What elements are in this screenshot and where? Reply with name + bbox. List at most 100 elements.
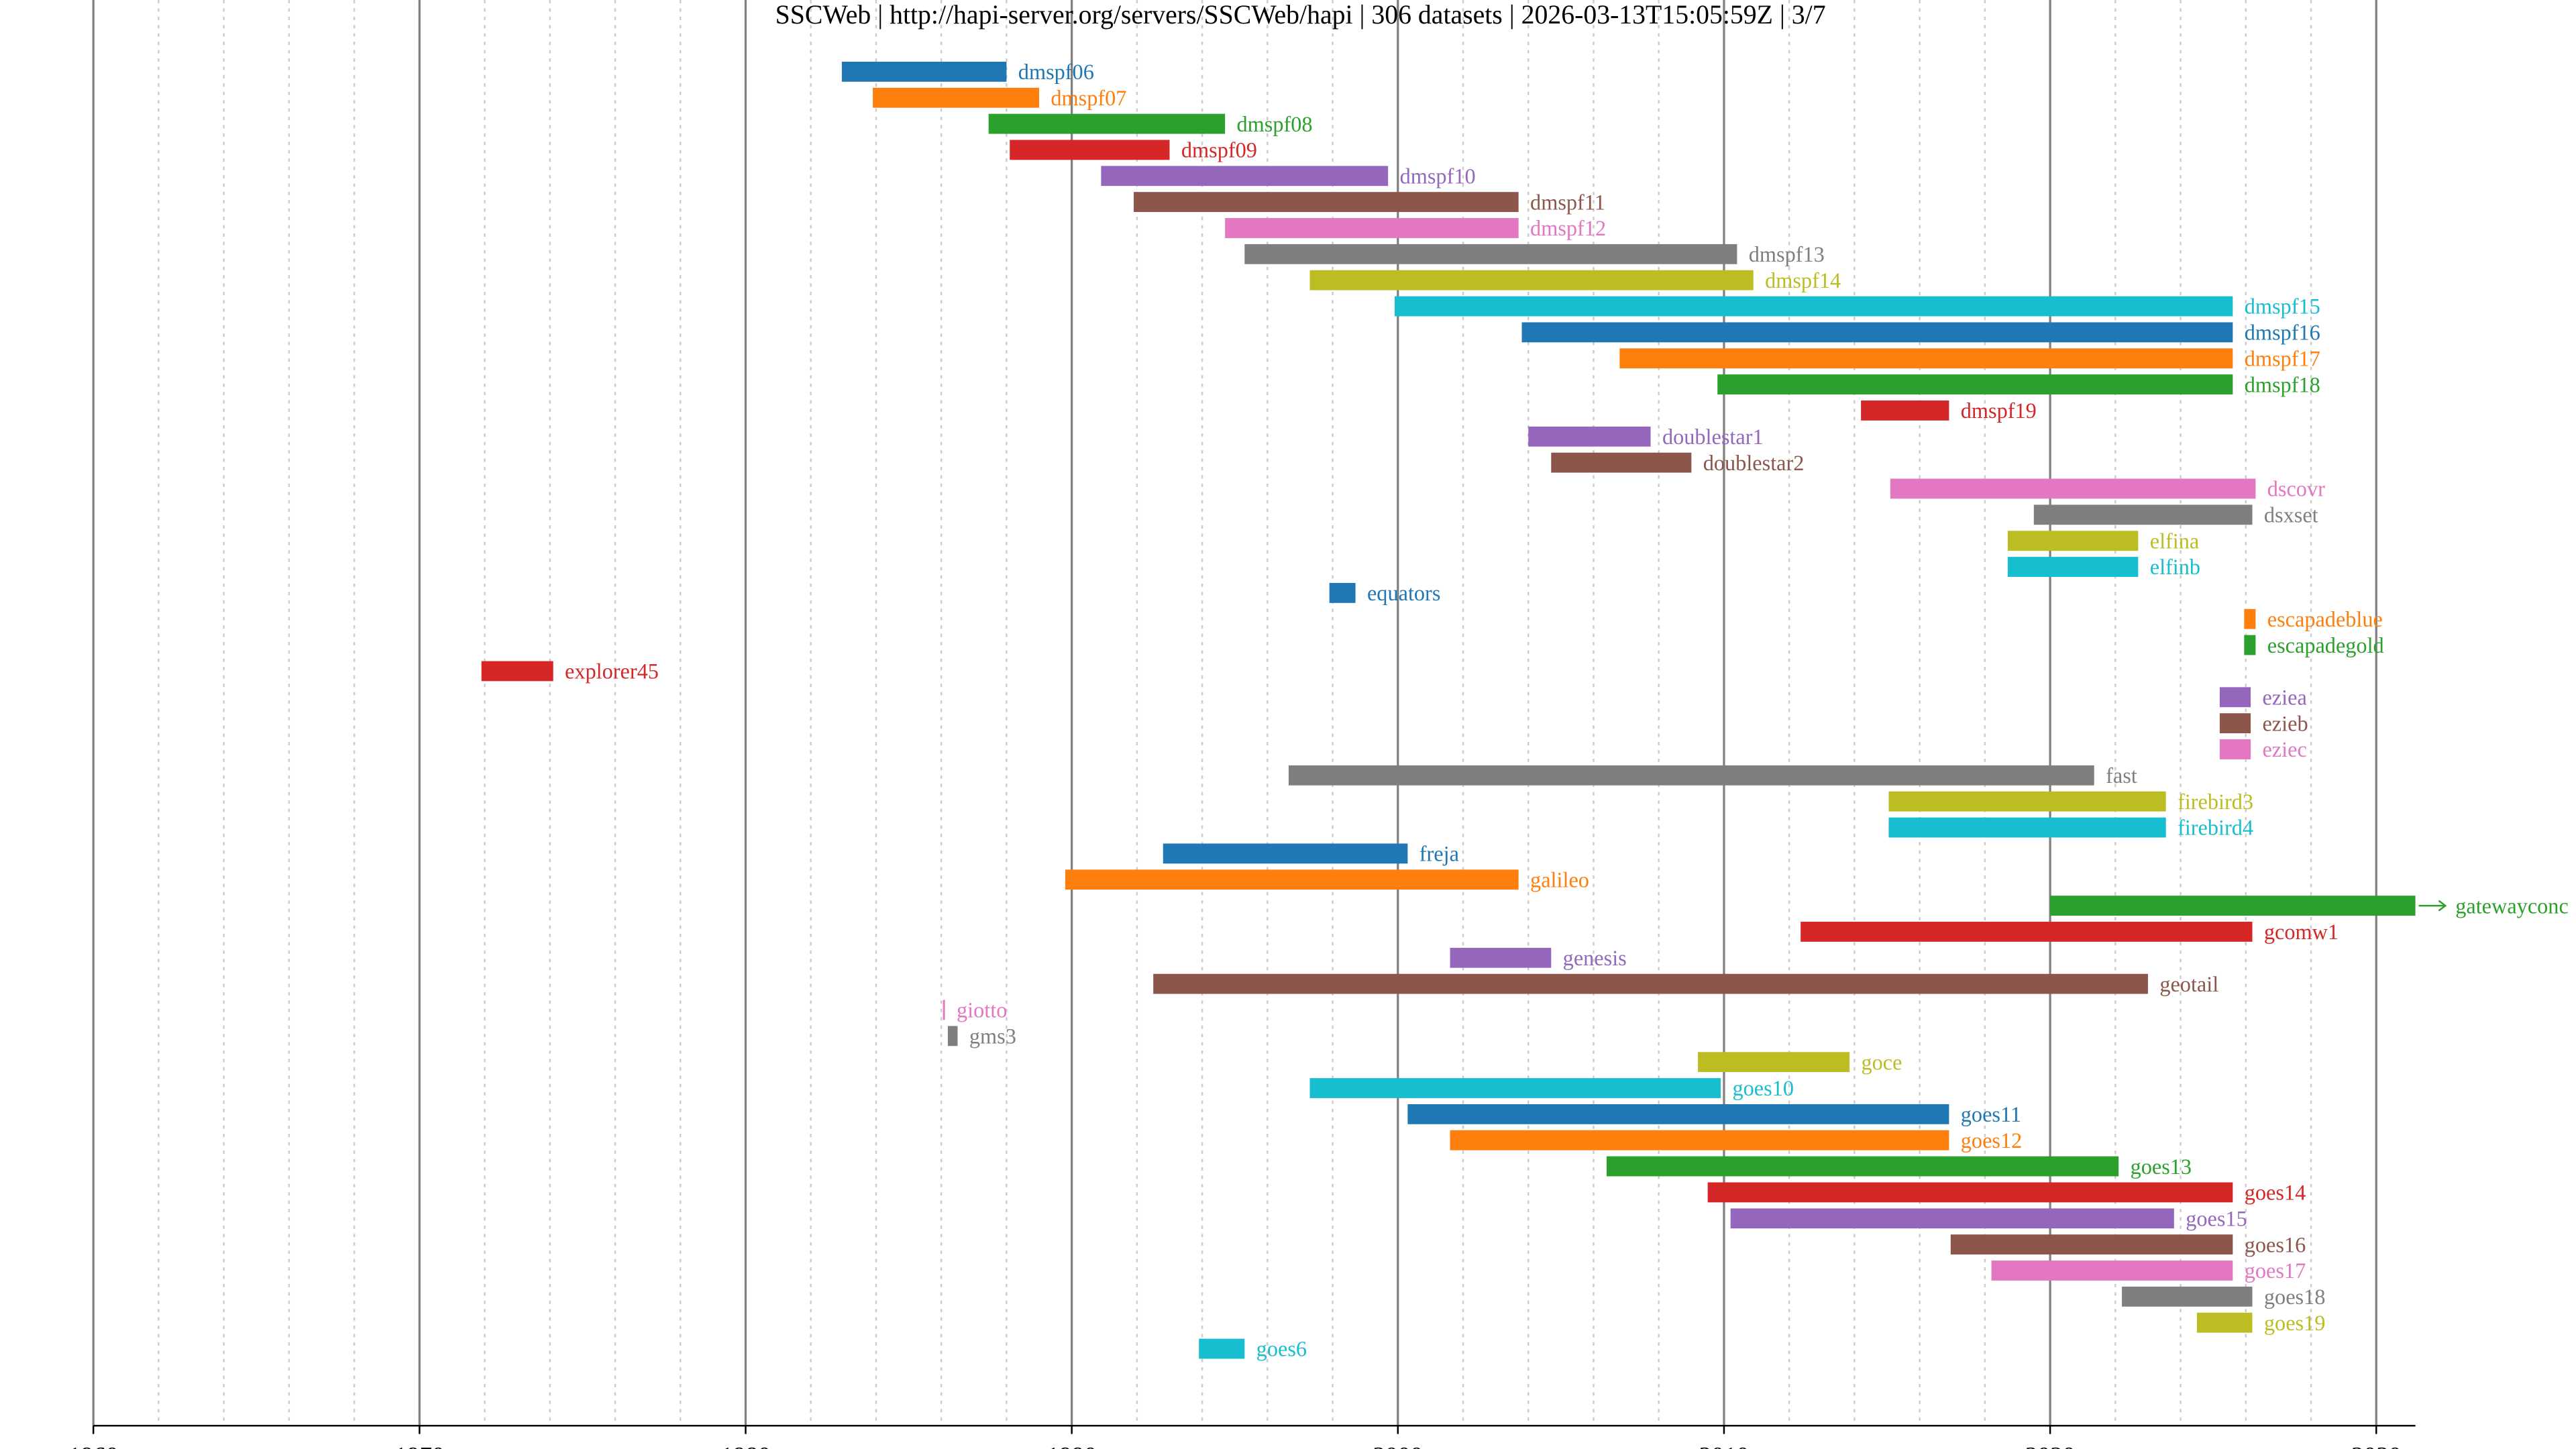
bar-dmspf16	[1521, 322, 2233, 343]
bar-fast	[1288, 765, 2094, 786]
bar-dmspf07	[873, 87, 1040, 108]
bar-label: freja	[1419, 842, 1459, 866]
bar-label: dmspf16	[2245, 321, 2320, 345]
bar-label: goes13	[2131, 1155, 2192, 1179]
bar-dmspf18	[1717, 374, 2233, 394]
bar-goes12	[1450, 1130, 1949, 1150]
x-tick-label: 2030	[2351, 1442, 2402, 1449]
bar-label: genesis	[1563, 946, 1627, 970]
bar-escapadeblue	[2244, 608, 2256, 629]
bar-dmspf08	[988, 113, 1226, 134]
bar-label: equators	[1367, 581, 1440, 605]
bar-dmspf14	[1309, 270, 1754, 290]
bar-gms3	[947, 1026, 958, 1046]
bar-goes13	[1606, 1156, 2119, 1177]
bar-geotail	[1153, 973, 2148, 994]
bar-goes14	[1707, 1182, 2233, 1203]
bar-dsxset	[2033, 504, 2253, 525]
bar-genesis	[1450, 947, 1552, 968]
bar-label: explorer45	[565, 659, 659, 684]
bar-dmspf10	[1101, 166, 1389, 186]
bar-label: goes11	[1961, 1102, 2021, 1126]
bar-ezieb	[2219, 713, 2251, 734]
bar-label: dmspf07	[1051, 86, 1126, 110]
bar-firebird4	[1888, 817, 2166, 838]
arrow-head-icon	[2438, 900, 2447, 912]
bar-explorer45	[481, 661, 553, 682]
x-tick-label: 1960	[68, 1442, 119, 1449]
bar-goes17	[1991, 1260, 2233, 1281]
bar-label: gcomw1	[2264, 920, 2339, 944]
bar-label: eziea	[2262, 685, 2306, 709]
bar-dmspf15	[1394, 296, 2233, 317]
bar-label: gms3	[969, 1024, 1016, 1049]
bar-label: escapadeblue	[2267, 607, 2383, 631]
bar-dmspf06	[841, 61, 1007, 82]
bar-label: dmspf10	[1400, 164, 1476, 188]
bar-dscovr	[1890, 478, 2256, 499]
bar-dmspf17	[1619, 348, 2233, 369]
bar-label: doublestar2	[1703, 451, 1805, 475]
bar-label: dmspf08	[1237, 112, 1313, 136]
bar-label: goes17	[2245, 1258, 2306, 1283]
bar-label: gatewayconc	[2455, 894, 2569, 918]
bar-goes11	[1407, 1104, 1949, 1124]
bar-firebird3	[1888, 791, 2166, 812]
bar-giotto	[943, 1000, 945, 1020]
bar-gatewayconc	[2050, 896, 2416, 916]
bar-label: goes14	[2245, 1181, 2306, 1205]
x-tick-label: 1980	[720, 1442, 771, 1449]
bar-label: dsxset	[2264, 503, 2318, 527]
bar-eziea	[2219, 687, 2251, 708]
bar-goes16	[1950, 1234, 2233, 1255]
bar-doublestar1	[1528, 426, 1651, 447]
bar-goes18	[2122, 1286, 2253, 1307]
x-axis: 1960 1970 1980 1990 2000 2010 2020 2030	[68, 1424, 2416, 1449]
bar-label: goce	[1862, 1050, 1902, 1074]
bar-label: dmspf17	[2245, 346, 2320, 370]
bar-label: geotail	[2159, 972, 2218, 996]
bar-label: dmspf14	[1765, 268, 1841, 292]
bar-label: elfinb	[2150, 555, 2200, 579]
bar-label: goes10	[1732, 1076, 1793, 1100]
x-tick-label: 2020	[2025, 1442, 2076, 1449]
bar-label: fast	[2106, 763, 2137, 788]
bar-label: ezieb	[2262, 711, 2308, 735]
bar-label: dmspf12	[1530, 216, 1606, 240]
bar-goes19	[2196, 1312, 2253, 1333]
bar-label: firebird4	[2178, 816, 2253, 840]
bar-dmspf19	[1861, 400, 1949, 421]
bar-eziec	[2219, 739, 2251, 759]
chart-title: SSCWeb | http://hapi-server.org/servers/…	[775, 0, 1826, 30]
bar-dmspf13	[1244, 244, 1737, 264]
bar-dmspf12	[1225, 218, 1519, 238]
bar-dmspf11	[1134, 192, 1519, 213]
bar-gcomw1	[1801, 922, 2253, 942]
bar-label: dmspf15	[2245, 294, 2320, 319]
bar-goes10	[1309, 1078, 1721, 1098]
bar-label: goes12	[1961, 1128, 2022, 1152]
bar-label: firebird3	[2178, 790, 2253, 814]
bar-label: dscovr	[2267, 477, 2325, 501]
bar-label: dmspf18	[2245, 372, 2320, 396]
bar-label: goes15	[2186, 1206, 2247, 1230]
bar-label: dmspf11	[1530, 190, 1605, 214]
x-tick-label: 2000	[1373, 1442, 1424, 1449]
bar-goce	[1698, 1052, 1850, 1073]
x-tick-label: 1970	[394, 1442, 445, 1449]
bar-label: galileo	[1530, 867, 1589, 892]
x-tick-label: 1990	[1046, 1442, 1097, 1449]
bar-label: dmspf13	[1749, 242, 1825, 266]
bar-doublestar2	[1551, 452, 1692, 473]
bar-escapadegold	[2244, 635, 2256, 655]
bar-label: elfina	[2150, 529, 2200, 553]
bar-label: goes6	[1256, 1337, 1307, 1361]
bar-galileo	[1065, 869, 1519, 890]
bar-label: dmspf06	[1018, 60, 1094, 84]
x-tick-label: 2010	[1699, 1442, 1750, 1449]
bar-label: doublestar1	[1662, 425, 1764, 449]
bar-dmspf09	[1010, 140, 1170, 160]
bar-label: goes18	[2264, 1285, 2325, 1309]
